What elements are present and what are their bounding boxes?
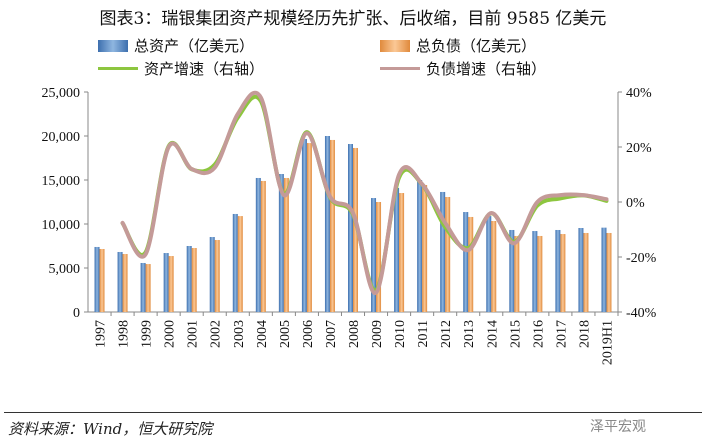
x-tick-label: 2012 [439, 320, 454, 348]
watermark: 泽平宏观 [590, 419, 646, 435]
right-tick-label: 20% [626, 141, 652, 156]
x-tick-label: 2004 [255, 320, 270, 348]
bar-assets-1999 [140, 262, 146, 312]
bar-liabilities-2009 [376, 202, 382, 312]
x-tick-label: 2005 [278, 320, 293, 348]
bar-liabilities-2013 [468, 216, 474, 312]
x-tick-label: 2015 [508, 320, 523, 348]
bar-assets-2003 [232, 213, 238, 312]
bar-liabilities-2000 [168, 256, 174, 312]
legend-label: 负债增速（右轴） [426, 60, 547, 78]
left-tick-label: 0 [73, 306, 80, 321]
bar-assets-2012 [440, 191, 446, 312]
bar-assets-2011 [417, 180, 423, 312]
legend-liab-growth: 负债增速（右轴） [380, 58, 546, 79]
legend-swatch [98, 39, 128, 52]
bar-assets-2004 [255, 177, 261, 312]
x-tick-label: 2013 [462, 320, 477, 348]
x-tick-label: 2018 [577, 320, 592, 348]
bar-assets-2010 [394, 187, 400, 312]
bar-assets-2009 [371, 198, 377, 312]
bar-liabilities-2002 [214, 240, 220, 312]
bar-assets-2002 [209, 237, 215, 312]
x-tick-label: 2006 [301, 320, 316, 348]
legend-label: 总资产（亿美元） [134, 37, 255, 55]
left-tick-label: 25,000 [42, 86, 81, 101]
bar-assets-2018 [578, 228, 584, 312]
bar-assets-2007 [324, 136, 330, 312]
bar-liabilities-2001 [191, 248, 197, 312]
bar-liabilities-2005 [283, 177, 289, 312]
legend-line [380, 67, 420, 70]
legend-swatch [380, 39, 410, 52]
legend-assets-growth: 资产增速（右轴） [98, 58, 264, 79]
bar-liabilities-2007 [329, 139, 335, 312]
divider [4, 412, 702, 413]
x-tick-label: 1997 [94, 320, 109, 348]
bar-liabilities-2012 [445, 196, 451, 312]
bar-liabilities-2016 [537, 235, 543, 312]
bar-liabilities-2010 [399, 193, 405, 312]
bar-assets-2001 [186, 246, 192, 312]
x-tick-label: 2000 [163, 320, 178, 348]
bar-assets-1997 [94, 246, 100, 312]
x-tick-label: 2010 [393, 320, 408, 348]
bar-assets-1998 [117, 251, 123, 312]
bar-assets-2006 [301, 138, 307, 312]
right-tick-label: -40% [626, 306, 657, 321]
x-tick-label: 2009 [370, 320, 385, 348]
x-tick-label: 2003 [232, 320, 247, 348]
bar-liabilities-2011 [422, 185, 428, 312]
legend-label: 总负债（亿美元） [416, 37, 537, 55]
left-tick-label: 5,000 [49, 262, 81, 277]
x-tick-label: 2016 [531, 320, 546, 348]
legend-label: 资产增速（右轴） [144, 60, 265, 78]
bar-assets-2013 [463, 212, 469, 312]
left-tick-label: 15,000 [42, 174, 81, 189]
bar-liabilities-2003 [237, 216, 243, 312]
legend-liabilities: 总负债（亿美元） [380, 35, 536, 56]
x-tick-label: 2002 [209, 320, 224, 348]
bar-liabilities-2008 [353, 147, 358, 312]
plot-area: 0 5,000 10,000 15,000 20,000 25,000 -40% -20% 0%… [42, 86, 657, 365]
left-tick-label: 20,000 [42, 130, 81, 145]
right-tick-label: -20% [626, 251, 657, 266]
line-liabilities-growth [120, 90, 609, 295]
bar-liabilities-2015 [514, 235, 520, 312]
x-tick-label: 2007 [324, 320, 339, 348]
bar-liabilities-1997 [99, 248, 105, 312]
bar-liabilities-2004 [260, 180, 266, 312]
x-tick-label: 2011 [416, 320, 431, 347]
bar-liabilities-1998 [122, 254, 128, 312]
x-tick-label: 1998 [117, 320, 132, 348]
legend-assets: 总资产（亿美元） [98, 35, 254, 56]
bar-assets-2005 [278, 174, 284, 312]
x-tick-label: 1999 [140, 320, 155, 348]
x-tick-label: 2017 [554, 320, 569, 348]
right-tick-label: 40% [626, 86, 652, 101]
bar-liabilities-2017 [560, 234, 566, 312]
source-note: 资料来源：Wind，恒大研究院 [8, 420, 213, 438]
x-tick-label: 2014 [485, 320, 500, 348]
left-tick-label: 10,000 [42, 218, 81, 233]
bar-assets-2015 [509, 229, 515, 312]
right-tick-label: 0% [626, 196, 645, 211]
bar-assets-2008 [348, 144, 353, 312]
bar-assets-2014 [486, 216, 492, 312]
bar-assets-2019H1 [601, 227, 607, 312]
legend-line [98, 67, 138, 70]
bar-liabilities-2014 [491, 221, 497, 312]
x-tick-label: 2001 [186, 320, 201, 348]
bar-assets-2017 [555, 229, 561, 312]
x-tick-label: 2019H1 [600, 320, 615, 365]
chart-title: 图表3：瑞银集团资产规模经历先扩张、后收缩，目前 9585 亿美元 [99, 9, 607, 29]
bar-liabilities-2019H1 [606, 232, 612, 312]
bar-liabilities-2006 [306, 143, 312, 312]
bar-liabilities-2018 [583, 232, 589, 312]
bar-assets-2000 [163, 253, 169, 312]
x-tick-label: 2008 [347, 320, 362, 348]
bar-liabilities-1999 [145, 264, 151, 312]
bar-assets-2016 [532, 231, 538, 312]
